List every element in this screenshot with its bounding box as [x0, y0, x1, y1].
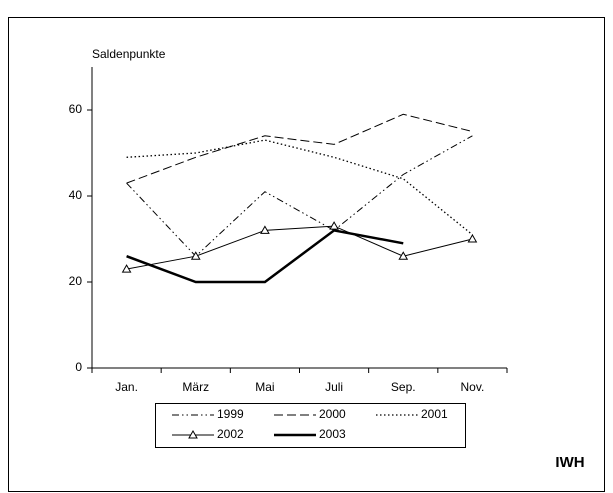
x-tick-label: Nov.: [461, 380, 485, 394]
x-tick-label: Jan.: [115, 380, 138, 394]
series-line: [126, 225, 473, 270]
legend-label: 2001: [421, 407, 448, 421]
legend-marker: [188, 429, 198, 439]
series-line: [126, 229, 404, 284]
source-label: IWH: [555, 454, 584, 471]
series-line: [126, 113, 473, 184]
series-marker: [190, 251, 201, 260]
series-marker: [260, 225, 270, 234]
y-tick-label: 40: [69, 188, 83, 202]
legend-box: [155, 403, 466, 448]
series-marker: [329, 221, 339, 230]
series-line: [126, 139, 473, 236]
series-marker: [398, 251, 409, 260]
series-marker: [467, 233, 478, 243]
y-tick-label: 20: [69, 274, 83, 288]
legend-label: 2000: [319, 407, 346, 421]
legend-label: 2002: [217, 427, 244, 441]
x-tick-label: Juli: [325, 380, 343, 394]
x-tick-label: Sep.: [391, 380, 416, 394]
y-tick-label: 60: [69, 102, 83, 116]
x-tick-label: März: [182, 380, 209, 394]
series-marker: [121, 264, 132, 273]
frame: [8, 17, 605, 492]
legend-label: 2003: [319, 427, 346, 441]
legend-label: 1999: [217, 407, 244, 421]
series-line: [126, 135, 473, 257]
y-axis-title: Saldenpunkte: [92, 47, 166, 61]
y-tick-label: 0: [75, 360, 82, 374]
x-tick-label: Mai: [255, 380, 274, 394]
